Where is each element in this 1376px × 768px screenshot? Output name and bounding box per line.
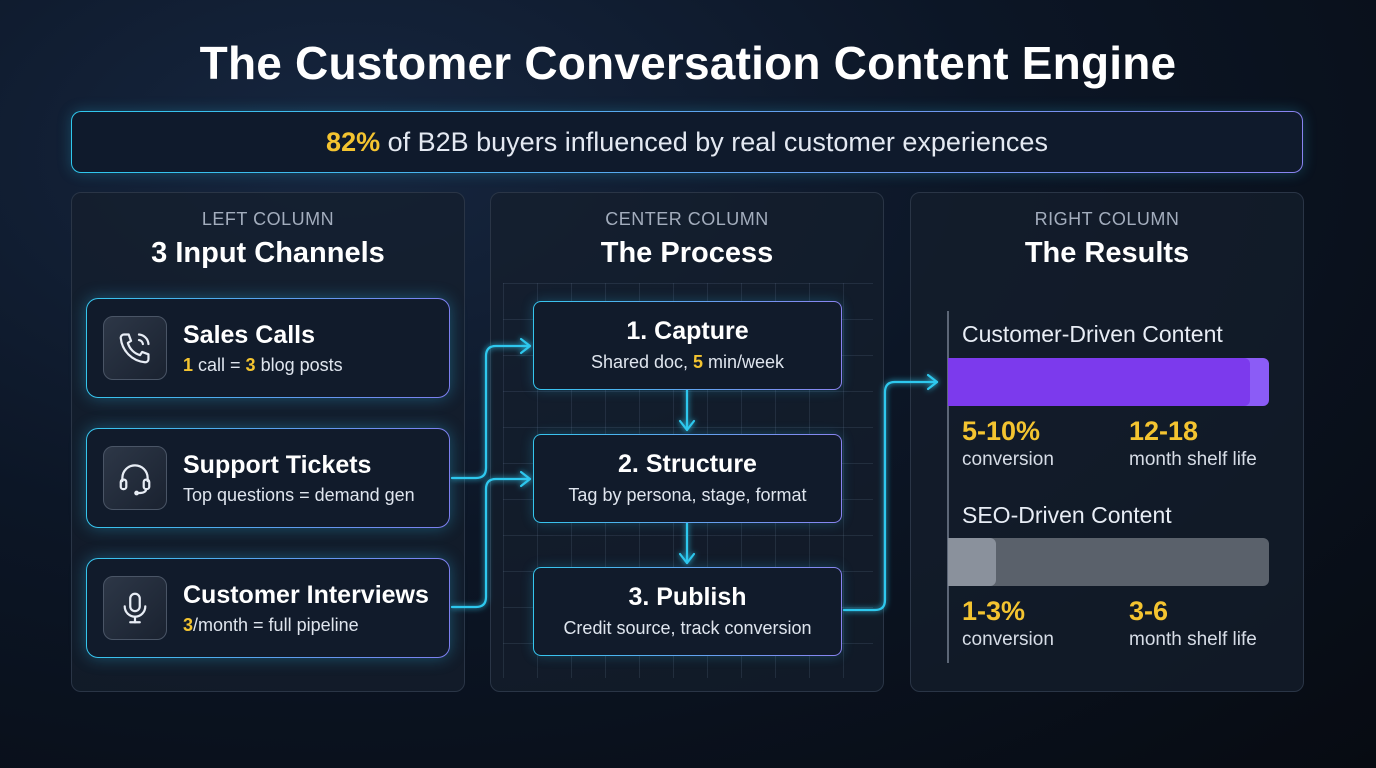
headset-icon: [103, 446, 167, 510]
left-column-label: LEFT COLUMN: [201, 209, 335, 229]
channel-card-customer-interviews[interactable]: Customer Interviews 3/month = full pipel…: [86, 558, 450, 658]
arrowhead-results: [926, 373, 939, 391]
process-step-structure[interactable]: 2. Structure Tag by persona, stage, form…: [533, 434, 842, 523]
process-step-publish[interactable]: 3. Publish Credit source, track conversi…: [533, 567, 842, 656]
metric-conversion-value: 5-10%: [962, 416, 1041, 446]
channel-subtitle: 3/month = full pipeline: [183, 615, 359, 636]
metric-conversion-label: conversion: [962, 629, 1054, 650]
channel-title: Sales Calls: [183, 321, 316, 349]
center-column-label: CENTER COLUMN: [605, 209, 769, 229]
step-title: 1. Capture: [626, 317, 749, 345]
result-label-customer-driven: Customer-Driven Content: [962, 321, 1223, 347]
channel-subtitle: 1 call = 3 blog posts: [183, 355, 343, 376]
metric-conversion-label: conversion: [962, 449, 1054, 470]
metric-shelf-life-label: month shelf life: [1129, 629, 1257, 650]
channel-subtitle: Top questions = demand gen: [183, 485, 415, 506]
metric-shelf-life-label: month shelf life: [1129, 449, 1257, 470]
highlight-number: 5: [693, 352, 704, 372]
phone-icon: [103, 316, 167, 380]
channel-title: Support Tickets: [183, 451, 372, 479]
step-subtitle: Credit source, track conversion: [534, 618, 841, 639]
highlight-number: 3: [183, 615, 194, 635]
channel-card-support-tickets[interactable]: Support Tickets Top questions = demand g…: [86, 428, 450, 528]
connector-interviews-to-structure: [450, 477, 532, 609]
metric-conversion-value: 1-3%: [962, 596, 1026, 626]
text-segment: Tag by persona, stage, format: [568, 485, 807, 505]
right-column-label: RIGHT COLUMN: [1034, 209, 1180, 229]
banner-stat: 82%: [326, 126, 381, 157]
text-segment: blog posts: [255, 355, 343, 375]
center-column-heading: The Process: [600, 237, 774, 269]
result-bar-seo-driven: [948, 538, 1269, 586]
page-title: The Customer Conversation Content Engine: [199, 37, 1177, 89]
connector-support-to-capture: [450, 344, 532, 480]
highlight-number: 1: [183, 355, 194, 375]
metric-shelf-life-value: 3-6: [1129, 596, 1169, 626]
arrowhead-capture: [519, 337, 532, 355]
right-column-heading: The Results: [1024, 237, 1190, 269]
microphone-icon: [103, 576, 167, 640]
text-segment: Credit source, track conversion: [563, 618, 812, 638]
arrowhead-structure-down: [678, 552, 696, 565]
result-bar-fill: [948, 538, 997, 586]
text-segment: /month = full pipeline: [193, 615, 359, 635]
banner-text: of B2B buyers influenced by real custome…: [380, 126, 1048, 157]
right-column-panel: RIGHT COLUMN The Results: [910, 192, 1304, 692]
arrowhead-structure: [519, 470, 532, 488]
result-label-seo-driven: SEO-Driven Content: [962, 502, 1172, 528]
left-column-heading: 3 Input Channels: [151, 237, 385, 269]
text-segment: Top questions = demand gen: [183, 485, 415, 505]
text-segment: Shared doc,: [590, 352, 694, 372]
result-bar-customer-driven: [948, 358, 1269, 406]
text-segment: call =: [193, 355, 246, 375]
results-axis-line: [947, 311, 949, 663]
arrowhead-capture-down: [678, 419, 696, 432]
result-bar-fill: [948, 358, 1250, 406]
step-title: 3. Publish: [628, 583, 747, 611]
channel-card-sales-calls[interactable]: Sales Calls 1 call = 3 blog posts: [86, 298, 450, 398]
step-subtitle: Shared doc, 5 min/week: [534, 352, 841, 373]
text-segment: min/week: [703, 352, 785, 372]
metric-shelf-life-value: 12-18: [1129, 416, 1199, 446]
step-title: 2. Structure: [618, 450, 757, 478]
step-subtitle: Tag by persona, stage, format: [534, 485, 841, 506]
channel-title: Customer Interviews: [183, 581, 429, 609]
stat-banner: 82% of B2B buyers influenced by real cus…: [71, 111, 1303, 173]
process-step-capture[interactable]: 1. Capture Shared doc, 5 min/week: [533, 301, 842, 390]
connector-publish-to-results: [842, 380, 939, 612]
highlight-number: 3: [245, 355, 256, 375]
